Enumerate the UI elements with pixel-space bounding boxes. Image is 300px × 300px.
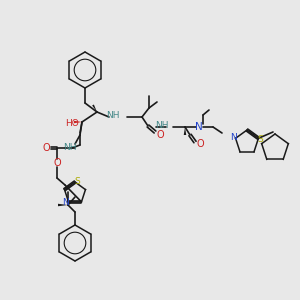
Text: S: S	[257, 135, 263, 144]
Text: N: N	[230, 133, 237, 142]
Text: N: N	[195, 122, 203, 132]
Text: O: O	[42, 143, 50, 153]
Text: O: O	[156, 130, 164, 140]
Text: NH: NH	[63, 143, 77, 152]
Polygon shape	[92, 104, 97, 112]
Text: NH: NH	[106, 112, 120, 121]
Text: HO: HO	[65, 118, 79, 127]
Text: O: O	[196, 139, 204, 149]
Text: S: S	[74, 176, 80, 185]
Polygon shape	[58, 204, 68, 206]
Polygon shape	[184, 127, 186, 135]
Text: O: O	[53, 158, 61, 168]
Polygon shape	[74, 121, 82, 123]
Text: N: N	[62, 198, 69, 207]
Text: NH: NH	[155, 122, 169, 130]
